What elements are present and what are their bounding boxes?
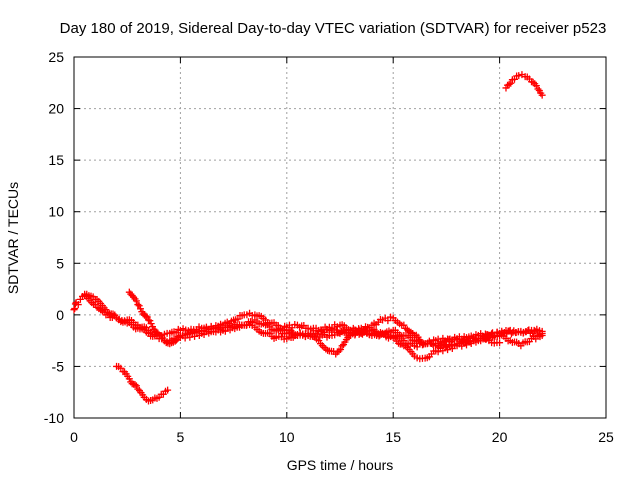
data-point — [135, 302, 143, 310]
x-tick-label: 25 — [598, 429, 614, 445]
x-tick-label: 20 — [492, 429, 508, 445]
data-point — [505, 80, 513, 88]
data-point — [384, 317, 392, 325]
y-tick-label: 15 — [48, 152, 64, 168]
data-point — [143, 313, 151, 321]
data-point — [439, 347, 447, 355]
data-point — [70, 306, 78, 314]
data-point — [335, 347, 343, 355]
data-point — [191, 332, 199, 340]
y-tick-labels: -10 -5 0 5 10 15 20 25 — [44, 49, 64, 426]
y-tick-label: 10 — [48, 204, 64, 220]
data-points — [70, 71, 546, 405]
data-point — [529, 78, 537, 86]
data-point — [338, 342, 346, 350]
data-point — [328, 324, 336, 332]
data-point — [515, 72, 523, 80]
data-point — [71, 305, 79, 313]
data-point — [234, 315, 242, 323]
plot-frame — [73, 56, 607, 419]
grid-lines — [74, 57, 606, 418]
data-point — [507, 79, 515, 87]
data-point — [132, 297, 140, 305]
series-track-f — [502, 71, 546, 99]
y-tick-label: 25 — [48, 49, 64, 65]
y-tick-label: -10 — [44, 410, 64, 426]
data-point — [448, 345, 456, 353]
series-track-e — [113, 362, 172, 405]
data-point — [131, 381, 139, 389]
data-point — [125, 375, 133, 383]
data-point — [532, 82, 540, 90]
x-axis-label: GPS time / hours — [287, 457, 394, 473]
y-tick-label: 0 — [56, 307, 64, 323]
data-point — [147, 320, 155, 328]
data-point — [164, 386, 172, 394]
data-point — [132, 382, 140, 390]
series-track-g — [70, 298, 82, 314]
y-axis-label: SDTVAR / TECUs — [5, 182, 21, 294]
data-point — [186, 333, 194, 341]
x-tick-label: 10 — [279, 429, 295, 445]
data-point — [74, 301, 82, 309]
data-point — [142, 312, 150, 320]
data-point — [534, 85, 542, 93]
x-tick-labels: 0 5 10 15 20 25 — [70, 429, 614, 445]
chart-title: Day 180 of 2019, Sidereal Day-to-day VTE… — [60, 20, 607, 37]
x-tick-label: 0 — [70, 429, 78, 445]
data-point — [538, 91, 546, 99]
x-tick-label: 5 — [177, 429, 185, 445]
x-tick-label: 15 — [385, 429, 401, 445]
data-point — [172, 336, 180, 344]
data-point — [538, 327, 546, 335]
data-point — [337, 345, 345, 353]
data-point — [490, 332, 498, 340]
data-point — [481, 334, 489, 342]
series-track-d — [272, 321, 546, 350]
axis-ticks — [73, 56, 607, 419]
y-tick-label: 20 — [48, 101, 64, 117]
data-point — [134, 385, 142, 393]
data-point — [279, 326, 287, 334]
data-point — [496, 339, 504, 347]
y-tick-label: 5 — [56, 255, 64, 271]
data-point — [144, 316, 152, 324]
y-tick-label: -5 — [52, 358, 65, 374]
data-point — [134, 301, 142, 309]
data-point — [444, 346, 452, 354]
